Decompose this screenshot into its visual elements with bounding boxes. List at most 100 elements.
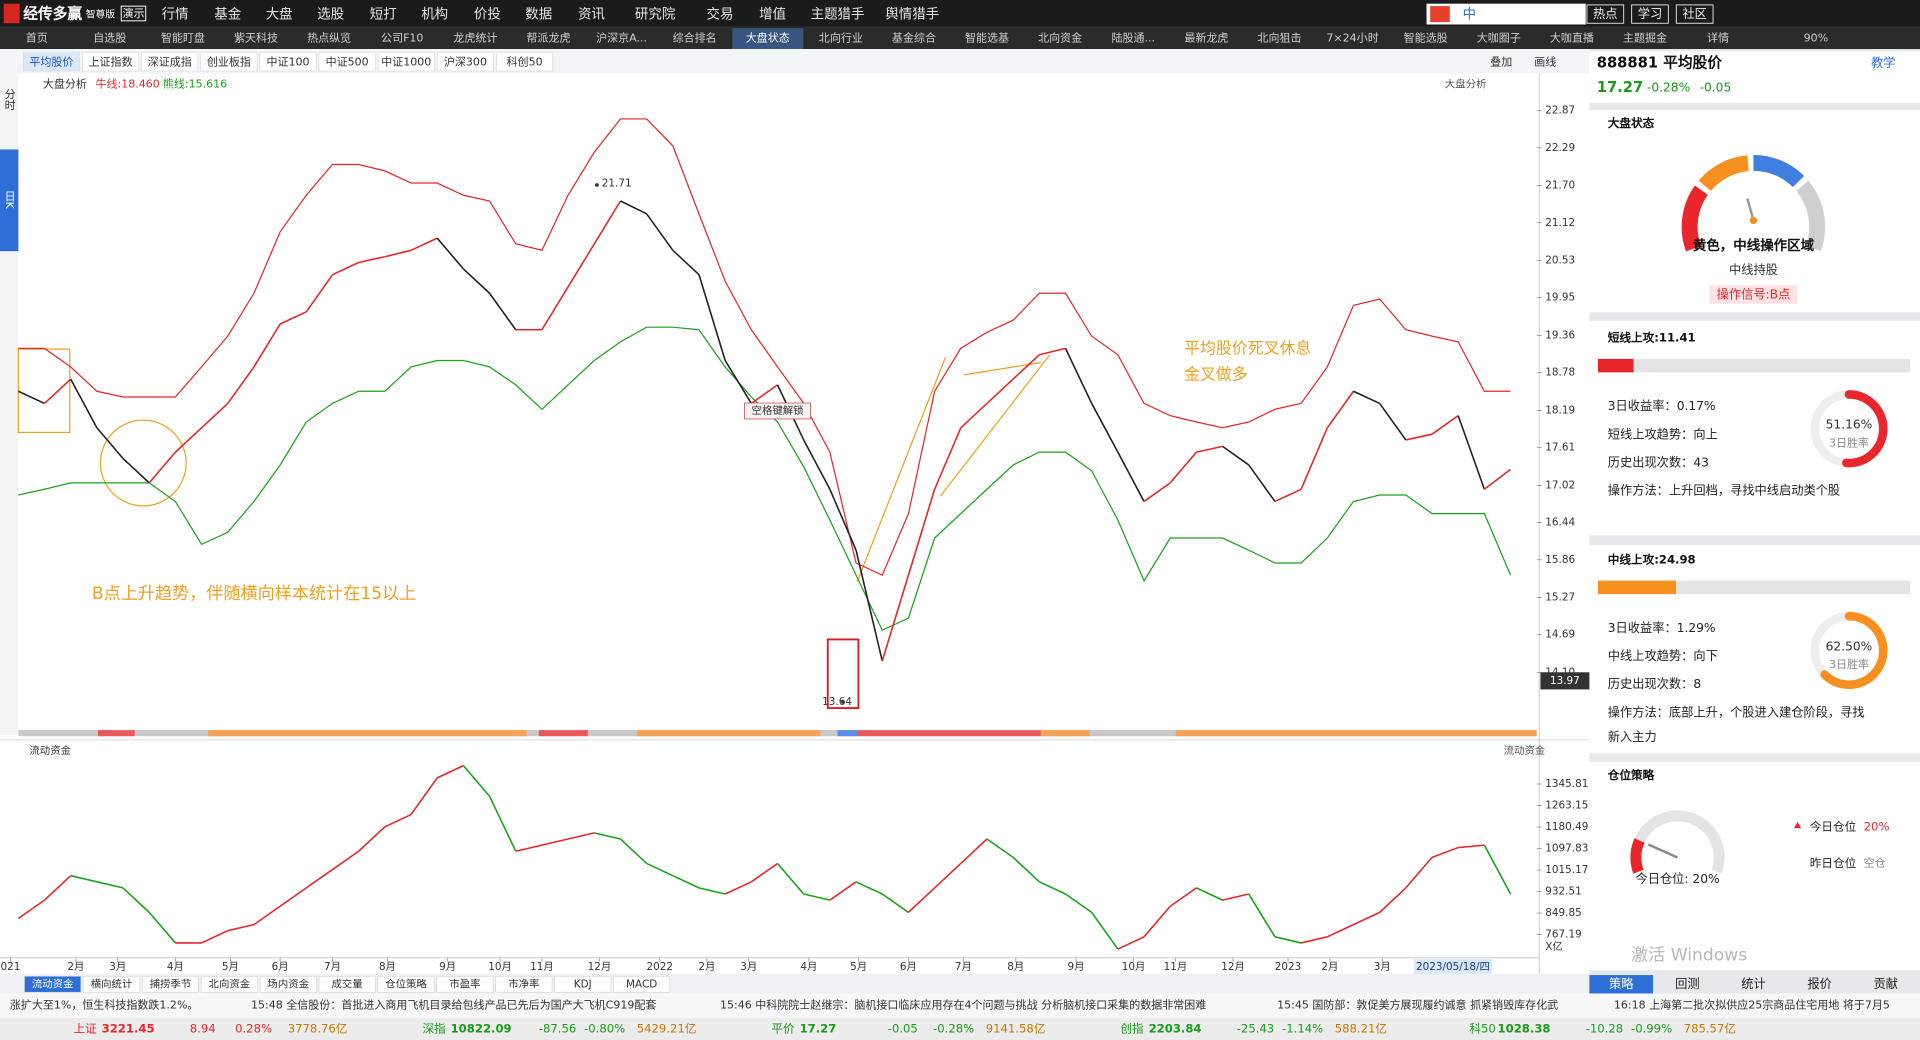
bottom-tab-box[interactable] bbox=[83, 975, 141, 993]
side-tab[interactable]: 日K bbox=[3, 191, 16, 210]
bottom-tab[interactable]: 流动资金 bbox=[32, 977, 74, 990]
bottom-tab-box[interactable] bbox=[200, 975, 258, 993]
bottom-tab[interactable]: 横向统计 bbox=[91, 977, 133, 990]
index-tab[interactable]: 创业板指 bbox=[207, 54, 251, 68]
tab[interactable]: 北向资金 bbox=[1038, 31, 1082, 45]
index-tab-box[interactable] bbox=[377, 52, 435, 72]
top-button-label[interactable]: 学习 bbox=[1638, 6, 1662, 21]
bottom-tab[interactable]: KDJ bbox=[574, 978, 592, 990]
top-button[interactable] bbox=[1675, 4, 1714, 24]
index-tab[interactable]: 沪深300 bbox=[444, 54, 487, 68]
news-item[interactable]: 16:18 上海第二批次拟供应25宗商品住宅用地 将于7月5 bbox=[1614, 998, 1890, 1012]
tab[interactable]: 北向行业 bbox=[819, 31, 863, 45]
tab[interactable]: 热点纵览 bbox=[307, 31, 351, 45]
tab[interactable]: 龙虎统计 bbox=[453, 32, 497, 45]
menu-item[interactable]: 增值 bbox=[759, 7, 786, 23]
news-item[interactable]: 15:46 中科院院士赵继宗：脑机接口临床应用存在4个问题与挑战 分析脑机接口采… bbox=[720, 998, 1206, 1012]
tab[interactable]: 沪深京A... bbox=[596, 31, 647, 45]
bottom-tab-box[interactable] bbox=[259, 975, 317, 993]
bottom-tab[interactable]: 市盈率 bbox=[449, 977, 480, 990]
index-tab-box[interactable] bbox=[318, 52, 376, 72]
index-tab-box[interactable] bbox=[496, 52, 554, 72]
index-tab-box[interactable] bbox=[259, 52, 317, 72]
menu-item[interactable]: 舆情猎手 bbox=[885, 7, 939, 23]
tab[interactable]: 大咖直播 bbox=[1550, 31, 1594, 45]
bottom-tab-box[interactable] bbox=[554, 975, 612, 993]
top-button[interactable] bbox=[1631, 4, 1669, 24]
tab[interactable]: 7×24小时 bbox=[1326, 32, 1378, 45]
tab[interactable]: 大咖圈子 bbox=[1477, 31, 1521, 45]
menu-item[interactable]: 大盘 bbox=[266, 6, 293, 23]
index-tab[interactable]: 中证100 bbox=[266, 55, 309, 68]
panel-tab-active[interactable] bbox=[1589, 975, 1654, 994]
panel-tab[interactable]: 统计 bbox=[1741, 977, 1765, 991]
bottom-tab-box[interactable] bbox=[377, 975, 435, 993]
bottom-tab-box[interactable] bbox=[24, 975, 82, 993]
index-tab-box[interactable] bbox=[200, 52, 258, 72]
menu-item[interactable]: 数据 bbox=[525, 7, 552, 23]
tab[interactable]: 自选股 bbox=[93, 32, 126, 45]
menu-item[interactable]: 短打 bbox=[370, 6, 397, 23]
menu-item[interactable]: 主题猎手 bbox=[811, 7, 865, 23]
top-button-label[interactable]: 社区 bbox=[1682, 6, 1706, 21]
tab[interactable]: 帮派龙虎 bbox=[526, 32, 570, 45]
top-button-label[interactable]: 热点 bbox=[1593, 7, 1617, 21]
index-tab[interactable]: 中证1000 bbox=[381, 55, 431, 68]
tab[interactable]: 综合排名 bbox=[673, 31, 717, 45]
tab[interactable]: 智能选股 bbox=[1404, 31, 1448, 45]
menu-item[interactable]: 资讯 bbox=[578, 7, 605, 23]
bottom-tab[interactable]: MACD bbox=[626, 978, 657, 990]
tab[interactable]: 首页 bbox=[26, 31, 48, 45]
index-tab[interactable]: 平均股价 bbox=[29, 55, 73, 68]
tab[interactable]: 陆股通... bbox=[1111, 31, 1155, 45]
menu-item[interactable]: 基金 bbox=[214, 6, 241, 23]
panel-tab[interactable]: 回测 bbox=[1675, 977, 1699, 991]
bottom-tab[interactable]: 场内资金 bbox=[267, 977, 309, 990]
menu-item[interactable]: 选股 bbox=[317, 7, 344, 23]
menu-item[interactable]: 价投 bbox=[474, 7, 501, 23]
search-box[interactable] bbox=[1426, 3, 1586, 25]
menu-item[interactable]: 交易 bbox=[707, 6, 734, 23]
tab[interactable]: 紫天科技 bbox=[234, 31, 278, 45]
news-item[interactable]: 涨扩大至1%，恒生科技指数跌1.2%。 bbox=[10, 998, 199, 1012]
bottom-tab[interactable]: 捕捞季节 bbox=[150, 977, 192, 990]
index-tab-box[interactable] bbox=[141, 52, 199, 72]
panel-tab[interactable]: 贡献 bbox=[1873, 976, 1897, 991]
tab[interactable]: 最新龙虎 bbox=[1184, 31, 1228, 45]
toolbar-button[interactable]: 叠加 bbox=[1490, 55, 1512, 68]
bottom-tab-box[interactable] bbox=[613, 975, 671, 993]
index-tab[interactable]: 上证指数 bbox=[89, 54, 133, 68]
teach-link[interactable]: 教学 bbox=[1871, 55, 1895, 70]
index-tab[interactable]: 深证成指 bbox=[148, 54, 192, 68]
bottom-tab-box[interactable] bbox=[318, 975, 376, 993]
tab[interactable]: 北向狙击 bbox=[1257, 31, 1301, 45]
tab[interactable]: 主题掘金 bbox=[1623, 31, 1667, 45]
tab[interactable]: 基金综合 bbox=[892, 31, 936, 45]
bottom-tab-box[interactable] bbox=[141, 975, 199, 993]
top-button[interactable] bbox=[1586, 4, 1625, 24]
index-tab-box[interactable] bbox=[22, 52, 80, 72]
tab[interactable]: 智能盯盘 bbox=[161, 31, 205, 45]
bottom-tab-box[interactable] bbox=[495, 975, 553, 993]
menu-item[interactable]: 机构 bbox=[421, 7, 448, 23]
tab[interactable]: 详情 bbox=[1707, 31, 1729, 45]
index-tab-box[interactable] bbox=[82, 52, 140, 72]
news-item[interactable]: 15:45 国防部：敦促美方展现履约诚意 抓紧销毁库存化武 bbox=[1277, 998, 1558, 1012]
toolbar-button[interactable]: 画线 bbox=[1534, 54, 1556, 68]
index-tab-box[interactable] bbox=[436, 52, 494, 72]
news-item[interactable]: 15:48 全信股份：首批进入商用飞机目录给包线产品已先后为国产大飞机C919配… bbox=[251, 998, 656, 1012]
bottom-tab-box[interactable] bbox=[436, 975, 494, 993]
tab[interactable]: 大盘状态 bbox=[746, 31, 790, 45]
menu-item[interactable]: 行情 bbox=[162, 7, 189, 23]
index-tab[interactable]: 科创50 bbox=[507, 54, 543, 68]
bottom-tab[interactable]: 成交量 bbox=[332, 977, 363, 990]
side-tab[interactable]: 分时 bbox=[3, 88, 16, 110]
bottom-tab[interactable]: 市净率 bbox=[508, 977, 539, 990]
index-tab[interactable]: 中证500 bbox=[326, 55, 369, 68]
panel-tab[interactable]: 报价 bbox=[1807, 976, 1831, 991]
menu-item[interactable]: 研究院 bbox=[635, 7, 676, 23]
bottom-tab[interactable]: 北向资金 bbox=[209, 977, 251, 990]
tab[interactable]: 公司F10 bbox=[381, 32, 423, 45]
tab[interactable]: 智能选基 bbox=[965, 31, 1009, 45]
bottom-tab[interactable]: 仓位策略 bbox=[385, 977, 427, 990]
